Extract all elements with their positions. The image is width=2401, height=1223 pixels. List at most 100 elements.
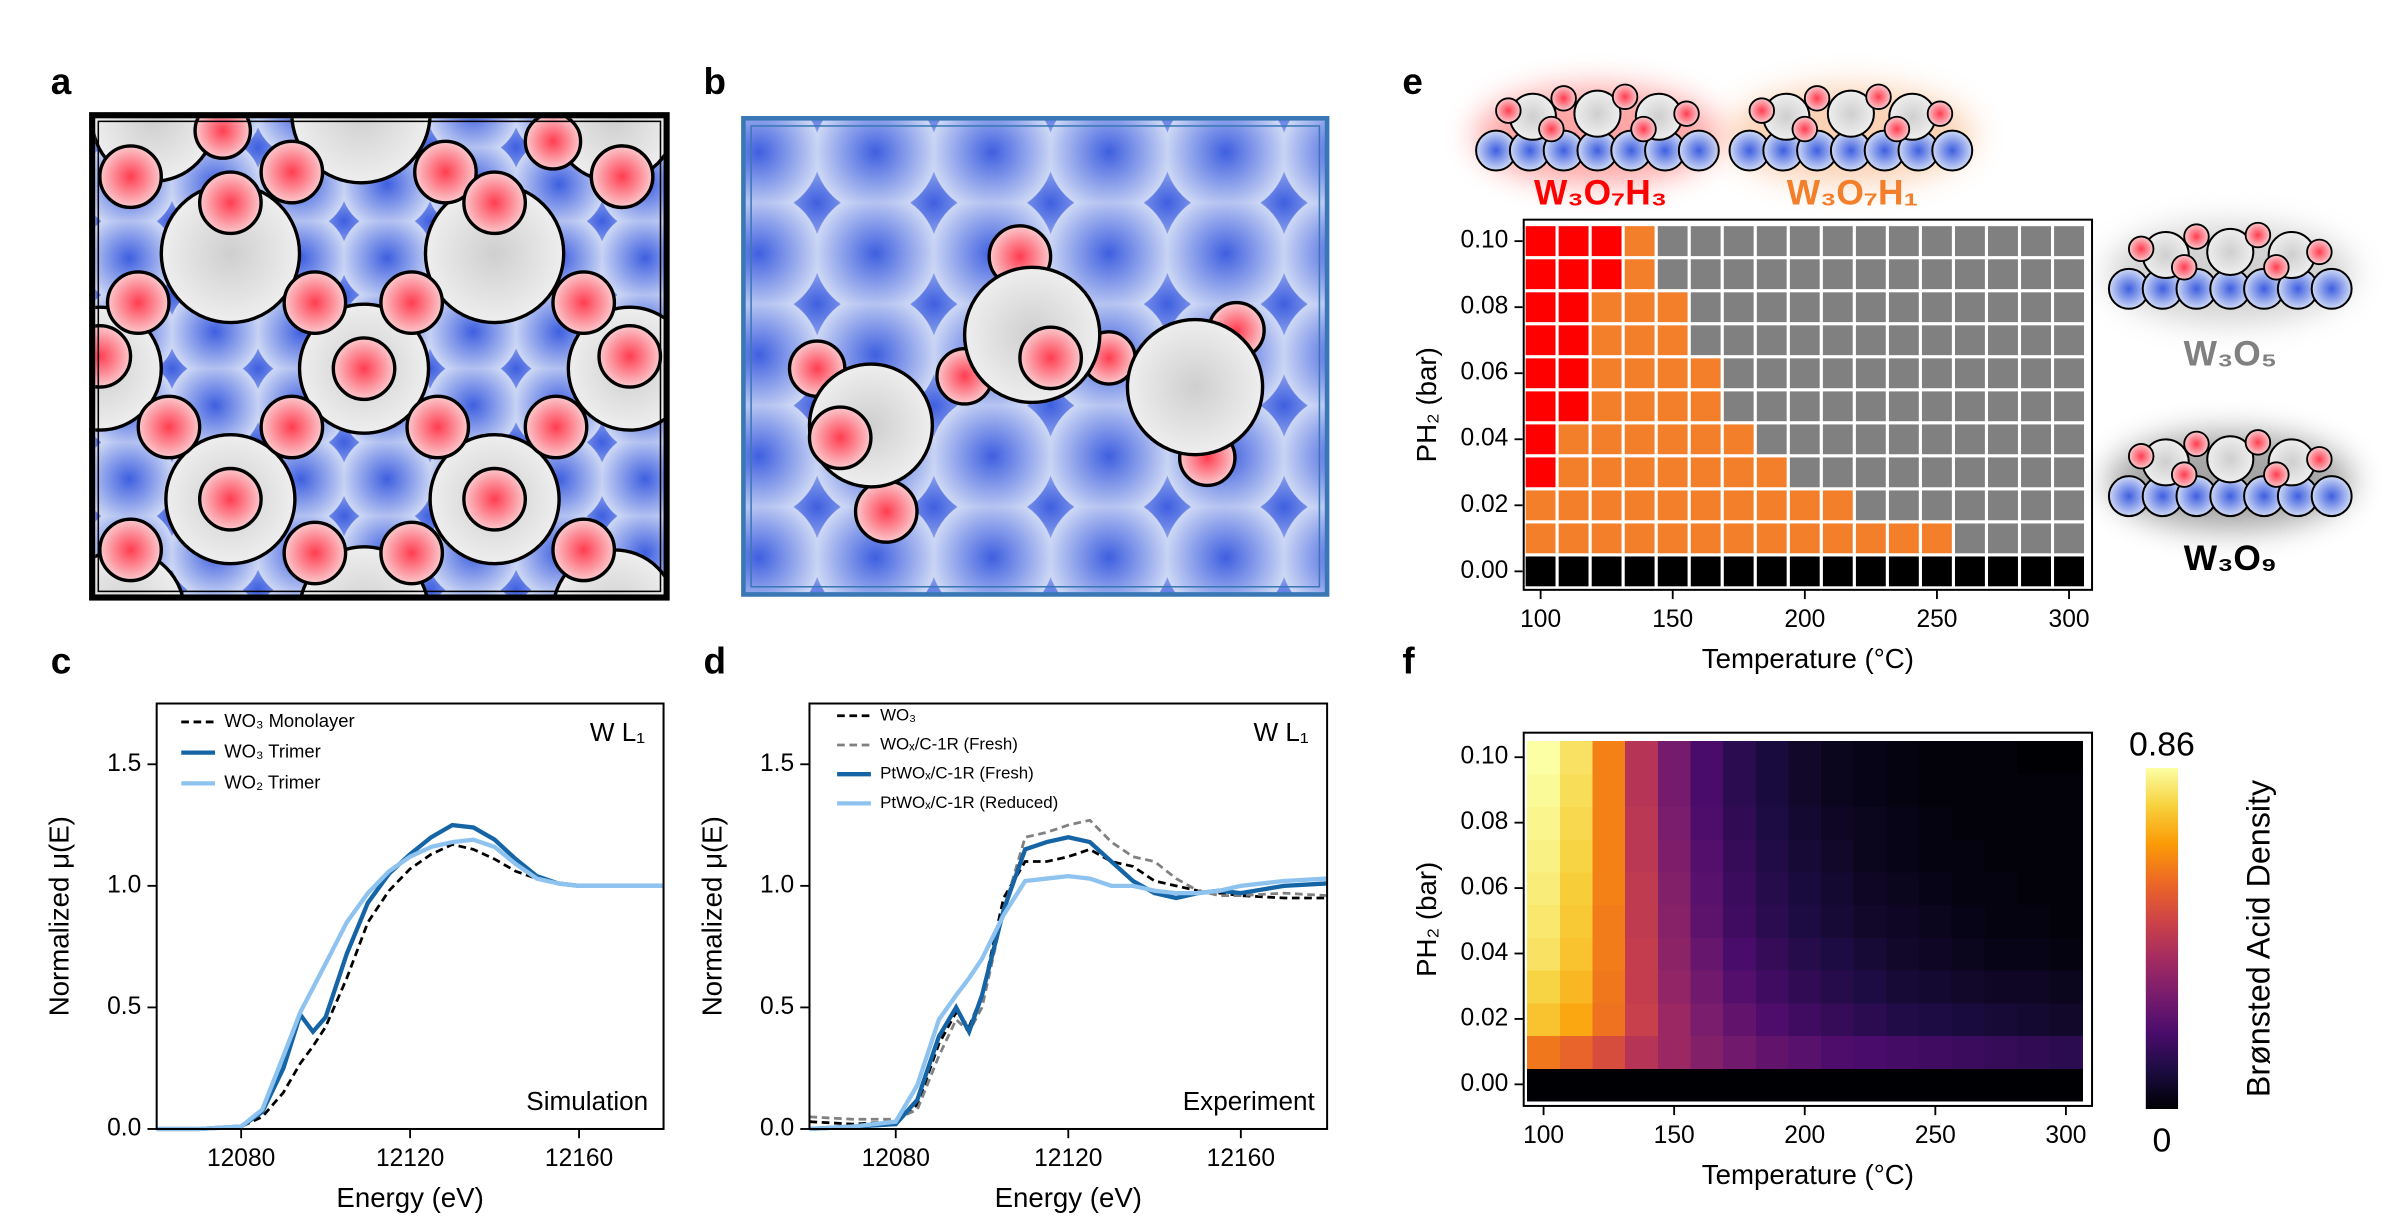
heat-cell — [2016, 904, 2051, 938]
phase-cell — [2050, 454, 2088, 491]
annotation: Experiment — [1183, 1086, 1316, 1116]
phase-cell — [1885, 388, 1922, 425]
phase-cell — [1621, 454, 1658, 491]
heat-cell — [1657, 969, 1692, 1004]
heat-cell — [1625, 1067, 1659, 1102]
heat-cell — [1527, 1035, 1561, 1069]
structure-atom — [1495, 97, 1522, 124]
panel-label: e — [1402, 61, 1423, 102]
phase-cell — [1753, 256, 1790, 293]
heat-cell — [1788, 1035, 1822, 1069]
structure-atom — [2310, 475, 2353, 518]
heat-cell — [1527, 969, 1561, 1004]
phase-cell — [1852, 487, 1889, 524]
heat-cell — [1690, 1002, 1724, 1037]
phase-cell — [1852, 388, 1889, 425]
phase-cell — [1555, 388, 1592, 425]
heat-cell — [1657, 740, 1692, 775]
structure-atom — [1865, 83, 1892, 110]
phase-cell — [1951, 355, 1989, 392]
phase-cell — [2017, 223, 2055, 260]
heat-cell — [1984, 806, 2018, 840]
phase-cell — [1720, 289, 1757, 326]
phase-cell — [1852, 355, 1889, 392]
phase-cell — [1786, 487, 1823, 524]
heat-cell — [1657, 937, 1692, 971]
heat-cell — [1690, 839, 1724, 873]
heat-cell — [1625, 969, 1659, 1004]
phase-cell — [1522, 421, 1559, 458]
y-tick-label: 1.5 — [107, 750, 141, 777]
heat-cell — [1951, 806, 1986, 840]
phase-cell — [1522, 289, 1559, 326]
phase-cell — [1720, 520, 1757, 557]
phase-cell — [1621, 421, 1658, 458]
y-axis-title: PH₂ (bar) — [1411, 347, 1442, 462]
frame — [97, 120, 662, 593]
x-tick-label: 12120 — [376, 1145, 444, 1172]
phase-cell — [1885, 355, 1922, 392]
phase-cell — [1621, 355, 1658, 392]
heat-cell — [1755, 969, 1790, 1004]
phase-cell — [2050, 520, 2088, 557]
phase-cell — [1819, 454, 1856, 491]
heat-cell — [1527, 773, 1561, 808]
phase-cell — [1588, 289, 1625, 326]
heat-cell — [1559, 1067, 1594, 1102]
phase-cell — [1555, 421, 1592, 458]
structure-atom — [1630, 115, 1657, 143]
phase-cell — [1555, 487, 1592, 524]
legend-label: WO₃ Trimer — [224, 741, 321, 762]
heat-cell — [1919, 1035, 1953, 1069]
phase-cell — [1918, 520, 1955, 557]
phase-cell — [1720, 487, 1757, 524]
phase-cell — [1786, 223, 1823, 260]
phase-cell — [1984, 421, 2022, 458]
phase-cell — [1786, 553, 1823, 590]
heat-cell — [1690, 1067, 1724, 1102]
y-tick-label: 0.0 — [107, 1114, 141, 1141]
phase-cell — [2050, 289, 2088, 326]
heat-cell — [1690, 969, 1724, 1004]
structure-atom — [2127, 443, 2155, 470]
phase-cell — [1753, 520, 1790, 557]
phase-cell — [1588, 388, 1625, 425]
heat-cell — [1886, 871, 1920, 906]
y-tick-label: 0.04 — [1461, 939, 1509, 966]
phase-cell — [1786, 421, 1823, 458]
legend-label: WO₃ — [880, 705, 916, 724]
heat-cell — [1788, 1002, 1822, 1037]
heat-cell — [1821, 904, 1855, 938]
heat-cell — [1853, 839, 1888, 873]
phase-cell — [1786, 289, 1823, 326]
x-tick-label: 200 — [1784, 1122, 1825, 1149]
legend-label: WOₓ/C-1R (Fresh) — [880, 734, 1018, 753]
panel-label: b — [703, 61, 726, 102]
heat-cell — [1657, 1002, 1692, 1037]
phase-cell — [1522, 388, 1559, 425]
phase-cell — [2017, 421, 2055, 458]
heat-cell — [1853, 969, 1888, 1004]
phase-cell — [1786, 520, 1823, 557]
heat-cell — [1657, 1035, 1692, 1069]
phase-cell — [1654, 256, 1691, 293]
heat-cell — [1592, 1067, 1626, 1102]
heat-cell — [1951, 904, 1986, 938]
phase-cell — [1654, 454, 1691, 491]
heat-cell — [2049, 937, 2084, 971]
heat-cell — [1886, 904, 1920, 938]
phase-cell — [2017, 553, 2055, 590]
heat-cell — [1755, 773, 1790, 808]
heat-cell — [1951, 839, 1986, 873]
heat-cell — [1592, 740, 1626, 775]
heat-cell — [1592, 1002, 1626, 1037]
phase-cell — [1522, 520, 1559, 557]
phase-cell — [1852, 553, 1889, 590]
phase-cell — [1720, 223, 1757, 260]
phase-cell — [2050, 388, 2088, 425]
phase-cell — [1720, 322, 1757, 359]
phase-cell — [1654, 223, 1691, 260]
structure-atom — [2183, 430, 2210, 458]
structure-atom — [2183, 223, 2210, 250]
heat-cell — [1951, 937, 1986, 971]
